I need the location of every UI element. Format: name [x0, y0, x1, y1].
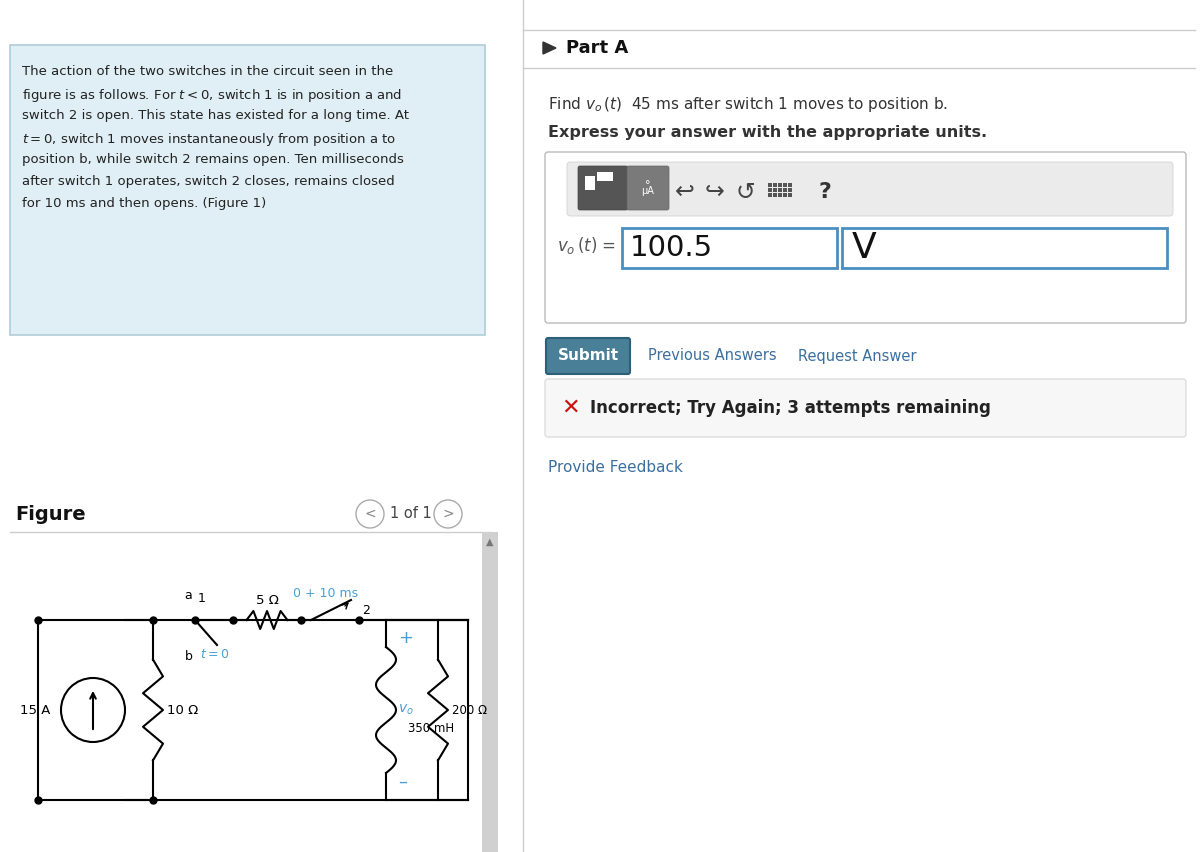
- FancyBboxPatch shape: [622, 228, 838, 268]
- Text: 0 + 10 ms: 0 + 10 ms: [294, 587, 359, 600]
- Bar: [768, 193, 772, 197]
- Text: 100.5: 100.5: [630, 234, 713, 262]
- Bar: [586, 176, 595, 190]
- Text: after switch 1 operates, switch 2 closes, remains closed: after switch 1 operates, switch 2 closes…: [22, 175, 395, 188]
- Text: $t = 0$, switch 1 moves instantaneously from position a to: $t = 0$, switch 1 moves instantaneously …: [22, 131, 396, 148]
- Bar: [778, 188, 782, 192]
- Text: switch 2 is open. This state has existed for a long time. At: switch 2 is open. This state has existed…: [22, 109, 409, 122]
- Bar: [784, 193, 787, 197]
- Bar: [773, 188, 778, 192]
- Text: ↩: ↩: [676, 180, 695, 204]
- Text: position b, while switch 2 remains open. Ten milliseconds: position b, while switch 2 remains open.…: [22, 153, 404, 166]
- Text: Submit: Submit: [558, 348, 618, 364]
- FancyBboxPatch shape: [628, 166, 670, 210]
- Text: Figure: Figure: [14, 505, 85, 524]
- Bar: [768, 183, 772, 187]
- FancyBboxPatch shape: [842, 228, 1166, 268]
- Bar: [482, 532, 498, 852]
- FancyBboxPatch shape: [545, 379, 1186, 437]
- Text: Provide Feedback: Provide Feedback: [548, 460, 683, 475]
- Text: for 10 ms and then opens. (Figure 1): for 10 ms and then opens. (Figure 1): [22, 197, 266, 210]
- Text: V: V: [852, 231, 877, 265]
- Text: figure is as follows. For $t < 0$, switch 1 is in position a and: figure is as follows. For $t < 0$, switc…: [22, 87, 402, 104]
- Text: +: +: [398, 629, 413, 647]
- FancyBboxPatch shape: [568, 162, 1174, 216]
- Text: –: –: [398, 773, 407, 791]
- Text: 1 of 1: 1 of 1: [390, 506, 432, 521]
- Text: $t = 0$: $t = 0$: [200, 648, 229, 661]
- Bar: [598, 172, 613, 190]
- Bar: [768, 188, 772, 192]
- Text: ↺: ↺: [736, 180, 755, 204]
- Text: Express your answer with the appropriate units.: Express your answer with the appropriate…: [548, 125, 988, 140]
- Bar: [773, 183, 778, 187]
- Text: ?: ?: [818, 182, 832, 202]
- Text: Find $v_o\,(t)$  45 ms after switch 1 moves to position b.: Find $v_o\,(t)$ 45 ms after switch 1 mov…: [548, 95, 948, 114]
- Bar: [778, 193, 782, 197]
- Bar: [598, 181, 613, 190]
- Text: a: a: [185, 589, 192, 602]
- Bar: [784, 188, 787, 192]
- Text: 1: 1: [198, 592, 206, 605]
- FancyBboxPatch shape: [546, 338, 630, 374]
- FancyBboxPatch shape: [10, 45, 485, 335]
- Bar: [773, 193, 778, 197]
- Text: 5 Ω: 5 Ω: [256, 594, 278, 607]
- Text: μA: μA: [642, 186, 654, 196]
- Bar: [784, 183, 787, 187]
- Text: ✕: ✕: [560, 398, 580, 418]
- Text: Incorrect; Try Again; 3 attempts remaining: Incorrect; Try Again; 3 attempts remaini…: [590, 399, 991, 417]
- Text: Request Answer: Request Answer: [798, 348, 917, 364]
- Text: 10 Ω: 10 Ω: [167, 704, 198, 717]
- Text: $v_o\,(t)$ =: $v_o\,(t)$ =: [557, 234, 616, 256]
- Text: Part A: Part A: [566, 39, 629, 57]
- Text: <: <: [364, 507, 376, 521]
- Polygon shape: [542, 42, 556, 54]
- Text: 200 Ω: 200 Ω: [452, 704, 487, 717]
- Text: 15 A: 15 A: [19, 704, 50, 717]
- Text: 2: 2: [362, 603, 370, 617]
- Bar: [788, 183, 792, 187]
- Text: ↪: ↪: [706, 180, 725, 204]
- Text: ▲: ▲: [486, 537, 493, 547]
- Text: 350 mH: 350 mH: [408, 722, 454, 734]
- FancyBboxPatch shape: [578, 166, 628, 210]
- Bar: [778, 183, 782, 187]
- Bar: [788, 193, 792, 197]
- Text: b: b: [185, 650, 193, 663]
- Text: The action of the two switches in the circuit seen in the: The action of the two switches in the ci…: [22, 65, 394, 78]
- FancyBboxPatch shape: [545, 152, 1186, 323]
- Bar: [788, 188, 792, 192]
- Text: Previous Answers: Previous Answers: [648, 348, 776, 364]
- Text: $v_o$: $v_o$: [398, 703, 414, 717]
- Text: °: °: [646, 180, 650, 190]
- Text: >: >: [442, 507, 454, 521]
